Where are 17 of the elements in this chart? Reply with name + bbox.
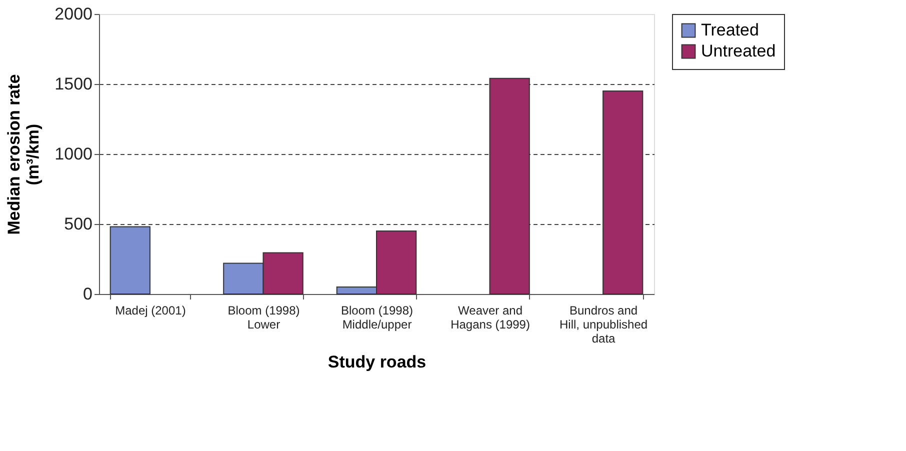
x-tick-label: Bloom (1998) Middle/upper — [340, 304, 414, 332]
x-tick-label: Madej (2001) — [115, 304, 186, 318]
y-tick-label: 0 — [83, 284, 92, 304]
x-tick-label: Bundros and Hill, unpublished data — [560, 304, 648, 346]
legend-label: Treated — [701, 20, 759, 40]
y-tick-label: 2000 — [54, 4, 92, 24]
x-axis-title: Study roads — [328, 352, 426, 372]
x-tick-label: Weaver and Hagans (1999) — [450, 304, 530, 332]
legend-label: Untreated — [701, 42, 776, 60]
bar — [110, 226, 150, 294]
bar — [602, 90, 644, 294]
x-tick-label: Bloom (1998) Lower — [228, 304, 300, 332]
bar — [489, 78, 530, 294]
y-tick-label: 1000 — [54, 144, 92, 164]
y-tick-label: 500 — [64, 214, 92, 234]
y-tick-label: 1500 — [54, 74, 92, 94]
y-axis-title: Median erosion rate (m³/km) — [4, 74, 43, 235]
